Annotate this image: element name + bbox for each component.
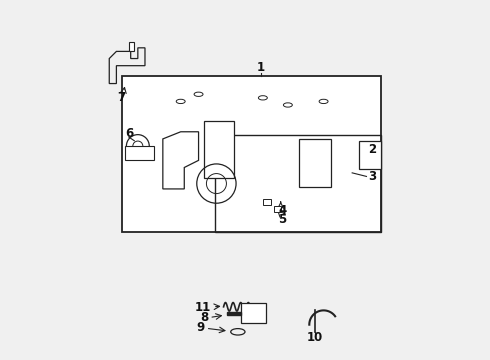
Bar xyxy=(122,76,381,232)
Bar xyxy=(298,139,331,187)
Text: 5: 5 xyxy=(278,213,287,226)
Text: 1: 1 xyxy=(257,61,265,74)
Text: 6: 6 xyxy=(125,127,133,140)
Bar xyxy=(263,199,270,205)
FancyArrow shape xyxy=(227,312,242,315)
Text: 8: 8 xyxy=(200,311,208,324)
Bar xyxy=(242,303,267,323)
Text: 10: 10 xyxy=(307,332,323,345)
Bar xyxy=(215,135,381,232)
Text: 4: 4 xyxy=(278,204,287,217)
Text: 7: 7 xyxy=(118,91,126,104)
Text: 9: 9 xyxy=(196,321,204,334)
Bar xyxy=(273,206,281,212)
Text: 11: 11 xyxy=(195,301,211,314)
Bar xyxy=(129,42,134,51)
Bar xyxy=(359,141,381,169)
Text: 3: 3 xyxy=(368,170,376,183)
Bar xyxy=(204,121,234,178)
Bar xyxy=(125,146,154,160)
Text: 2: 2 xyxy=(368,143,376,156)
